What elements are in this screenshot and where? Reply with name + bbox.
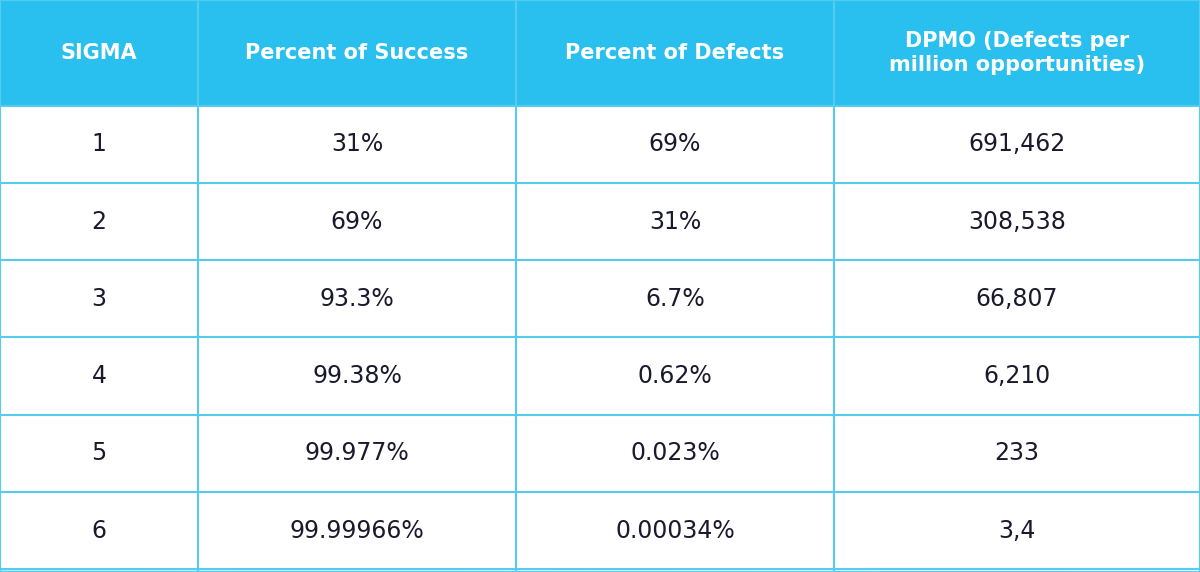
Text: 5: 5 (91, 442, 107, 465)
Text: 93.3%: 93.3% (319, 287, 395, 311)
Text: 233: 233 (995, 442, 1039, 465)
Text: 69%: 69% (649, 133, 701, 156)
Bar (0, 106, 1200, 183)
Bar (0, 260, 1200, 337)
Text: 99.38%: 99.38% (312, 364, 402, 388)
Text: 1: 1 (91, 133, 107, 156)
Bar (0, 415, 1200, 492)
Text: 0.00034%: 0.00034% (616, 519, 734, 542)
Text: 308,538: 308,538 (968, 210, 1066, 233)
Text: 99.99966%: 99.99966% (289, 519, 425, 542)
Text: 0.62%: 0.62% (637, 364, 713, 388)
Text: 3,4: 3,4 (998, 519, 1036, 542)
Text: 2: 2 (91, 210, 107, 233)
Bar (0, 183, 1200, 260)
Text: SIGMA: SIGMA (61, 43, 137, 63)
Text: 4: 4 (91, 364, 107, 388)
Text: 69%: 69% (331, 210, 383, 233)
Text: 66,807: 66,807 (976, 287, 1058, 311)
Text: 6.7%: 6.7% (646, 287, 704, 311)
Text: 31%: 31% (331, 133, 383, 156)
Text: 691,462: 691,462 (968, 133, 1066, 156)
Bar (0, 0, 1200, 106)
Bar (0, 492, 1200, 569)
Text: 6,210: 6,210 (983, 364, 1051, 388)
Text: DPMO (Defects per
million opportunities): DPMO (Defects per million opportunities) (889, 30, 1145, 76)
Text: Percent of Success: Percent of Success (245, 43, 469, 63)
Text: Percent of Defects: Percent of Defects (565, 43, 785, 63)
Bar (0, 337, 1200, 415)
Text: 6: 6 (91, 519, 107, 542)
Text: 99.977%: 99.977% (305, 442, 409, 465)
Text: 31%: 31% (649, 210, 701, 233)
Text: 0.023%: 0.023% (630, 442, 720, 465)
Text: 3: 3 (91, 287, 107, 311)
